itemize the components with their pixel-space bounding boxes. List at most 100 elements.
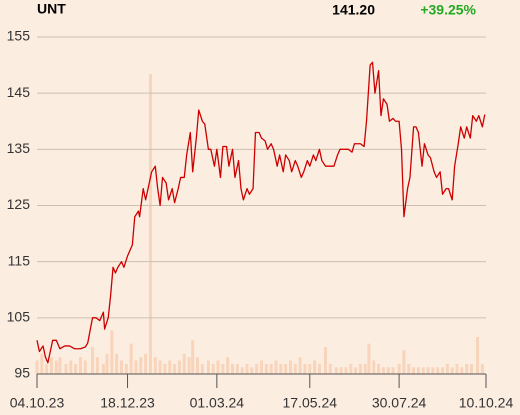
volume-bar bbox=[476, 336, 480, 374]
volume-bar bbox=[83, 360, 87, 374]
y-tick-label: 95 bbox=[14, 365, 30, 381]
volume-bar bbox=[144, 353, 148, 374]
price-change: +39.25% bbox=[420, 2, 476, 18]
volume-bar bbox=[139, 357, 143, 374]
volume-bar bbox=[367, 343, 371, 374]
volume-bar bbox=[177, 360, 181, 374]
volume-bar bbox=[465, 363, 469, 374]
volume-bar bbox=[187, 357, 191, 374]
volume-bar bbox=[293, 363, 297, 374]
volume-bar bbox=[334, 367, 338, 374]
volume-bar bbox=[119, 360, 123, 374]
volume-bar bbox=[416, 367, 420, 374]
volume-bar bbox=[95, 357, 99, 374]
volume-bar bbox=[231, 363, 235, 374]
volume-bar bbox=[221, 363, 225, 374]
volume-bar bbox=[317, 363, 321, 374]
volume-bar bbox=[441, 367, 445, 374]
volume-bar bbox=[402, 350, 406, 374]
volume-bar bbox=[328, 363, 332, 374]
volume-bar bbox=[298, 357, 302, 374]
volume-bar bbox=[386, 367, 390, 374]
volume-bar bbox=[431, 367, 435, 374]
volume-bar bbox=[101, 363, 105, 374]
x-tick-label: 01.03.24 bbox=[190, 395, 245, 411]
volume-bar bbox=[250, 367, 254, 374]
volume-bar bbox=[381, 367, 385, 374]
volume-bar bbox=[49, 357, 53, 374]
volume-bar bbox=[349, 363, 353, 374]
x-tick-label: 18.12.23 bbox=[100, 395, 155, 411]
volume-bar bbox=[91, 347, 95, 374]
volume-bar bbox=[308, 363, 312, 374]
volume-bar bbox=[421, 367, 425, 374]
volume-bar bbox=[35, 360, 39, 374]
y-tick-label: 135 bbox=[7, 140, 31, 156]
volume-bar bbox=[124, 363, 128, 374]
volume-bar bbox=[69, 360, 73, 374]
volume-bar bbox=[191, 340, 195, 374]
volume-bar bbox=[313, 360, 317, 374]
x-tick-label: 04.10.23 bbox=[10, 395, 65, 411]
volume-bar bbox=[245, 363, 249, 374]
volume-bar bbox=[260, 360, 263, 374]
volume-bar bbox=[129, 343, 133, 374]
volume-bar bbox=[303, 363, 307, 374]
volume-bar bbox=[115, 353, 119, 374]
volume-bar bbox=[105, 353, 109, 374]
volume-bar bbox=[240, 367, 244, 374]
chart-title: UNT bbox=[37, 1, 66, 17]
volume-bar bbox=[64, 363, 68, 374]
volume-bar bbox=[158, 360, 162, 374]
y-tick-label: 105 bbox=[7, 309, 31, 325]
x-tick-label: 10.10.24 bbox=[459, 395, 514, 411]
volume-bar bbox=[211, 363, 215, 374]
volume-bar bbox=[339, 367, 343, 374]
y-tick-label: 145 bbox=[7, 84, 31, 100]
volume-bar bbox=[450, 367, 454, 374]
volume-bar bbox=[377, 363, 381, 374]
volume-bar bbox=[226, 357, 230, 374]
volume-bar bbox=[264, 363, 268, 374]
volume-bar bbox=[173, 363, 177, 374]
volume-bar bbox=[163, 363, 167, 374]
volume-bar bbox=[426, 367, 430, 374]
volume-bar bbox=[372, 360, 376, 374]
x-tick-label: 17.05.24 bbox=[283, 395, 338, 411]
volume-bar bbox=[235, 363, 239, 374]
volume-bar bbox=[391, 367, 395, 374]
volume-bar bbox=[110, 330, 114, 374]
volume-bar bbox=[148, 74, 152, 374]
volume-bar bbox=[153, 357, 157, 374]
volume-bar bbox=[470, 363, 474, 374]
volume-bar bbox=[255, 363, 259, 374]
volume-bar bbox=[412, 367, 416, 374]
y-tick-label: 115 bbox=[8, 252, 31, 268]
volume-bar bbox=[363, 363, 367, 374]
volume-bar bbox=[288, 360, 292, 374]
volume-bar bbox=[284, 363, 288, 374]
last-price: 141.20 bbox=[332, 2, 375, 18]
volume-bar bbox=[196, 357, 200, 374]
volume-bar bbox=[358, 363, 362, 374]
volume-bar bbox=[344, 367, 348, 374]
volume-bar bbox=[74, 363, 78, 374]
y-tick-label: 125 bbox=[7, 196, 31, 212]
volume-bar bbox=[168, 360, 172, 374]
volume-bar bbox=[269, 363, 273, 374]
x-tick-label: 30.07.24 bbox=[372, 395, 427, 411]
volume-bar bbox=[354, 367, 358, 374]
volume-bar bbox=[134, 360, 138, 374]
volume-bar bbox=[58, 357, 62, 374]
volume-bar bbox=[206, 360, 210, 374]
volume-bar bbox=[445, 363, 449, 374]
volume-bar bbox=[182, 353, 186, 374]
volume-bar bbox=[216, 360, 220, 374]
price-line bbox=[36, 61, 486, 364]
volume-bar bbox=[407, 363, 411, 374]
volume-bar bbox=[397, 363, 401, 374]
volume-bar bbox=[323, 347, 327, 374]
volume-bar bbox=[78, 357, 82, 374]
